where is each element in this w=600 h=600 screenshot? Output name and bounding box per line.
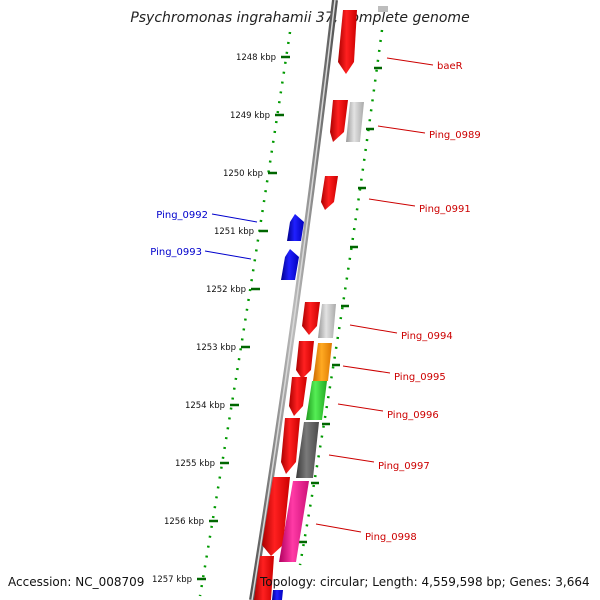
- gene-label[interactable]: Ping_0997: [378, 461, 430, 472]
- label-leader-line: [368, 198, 416, 207]
- gene-prev-stub: [378, 6, 388, 12]
- gene-label[interactable]: Ping_0993: [150, 247, 202, 258]
- gene-Ping_0989-b[interactable]: [346, 102, 364, 142]
- genome-backbone-highlight: [251, 0, 336, 600]
- gene-features: [254, 6, 388, 600]
- kbp-tick-label: 1255 kbp: [175, 459, 215, 469]
- gene-Ping_0996-b[interactable]: [306, 381, 327, 420]
- gene-Ping_0998-a[interactable]: [262, 477, 290, 556]
- gene-labels: baeR Ping_0989 Ping_0991 Ping_0994 Ping_0995…: [150, 57, 481, 543]
- gene-Ping_0994-b[interactable]: [318, 304, 336, 338]
- page-title: Psychromonas ingrahamii 37, complete gen…: [130, 10, 470, 26]
- kbp-tick-label: 1248 kbp: [236, 53, 276, 63]
- label-leader-line: [342, 365, 391, 374]
- gene-Ping_0994-a[interactable]: [302, 302, 320, 335]
- gene-Ping_0995-b[interactable]: [313, 343, 332, 381]
- gene-Ping_0997-b[interactable]: [296, 422, 319, 478]
- kbp-tick-label: 1256 kbp: [164, 517, 204, 527]
- kbp-scale: 1248 kbp 1249 kbp 1250 kbp 1251 kbp 1252 kbp…: [152, 53, 382, 585]
- gene-baeR[interactable]: [338, 10, 357, 74]
- gene-next-a[interactable]: [254, 556, 274, 600]
- accession-text: Accession: NC_008709: [8, 575, 145, 589]
- kbp-tick-label: 1252 kbp: [206, 285, 246, 295]
- gene-label[interactable]: Ping_0989: [429, 130, 481, 141]
- topology-text: Topology: circular; Length: 4,559,598 bp…: [260, 575, 590, 589]
- gene-Ping_0997-a[interactable]: [281, 418, 300, 474]
- gene-label[interactable]: Ping_0996: [387, 410, 439, 421]
- kbp-tick-label: 1250 kbp: [223, 169, 263, 179]
- label-leader-line: [377, 125, 426, 134]
- label-leader-line: [315, 523, 362, 533]
- label-leader-line: [349, 324, 398, 334]
- label-leader-line: [386, 57, 434, 66]
- gene-label[interactable]: Ping_0992: [156, 210, 208, 221]
- kbp-tick-label: 1253 kbp: [196, 343, 236, 353]
- kbp-tick-label: 1254 kbp: [185, 401, 225, 411]
- label-leader-line: [337, 403, 384, 412]
- label-leader-line: [328, 454, 375, 463]
- label-leader-line: [211, 213, 258, 223]
- gene-label[interactable]: Ping_0998: [365, 532, 417, 543]
- gene-Ping_0992[interactable]: [287, 214, 304, 241]
- gene-Ping_0998-b[interactable]: [279, 481, 309, 562]
- gene-Ping_0996-a[interactable]: [289, 377, 307, 416]
- gene-Ping_0991[interactable]: [321, 176, 338, 210]
- label-leader-line: [204, 250, 252, 260]
- gene-label[interactable]: Ping_0994: [401, 331, 453, 342]
- kbp-tick-label: 1257 kbp: [152, 575, 192, 585]
- gene-label[interactable]: Ping_0991: [419, 204, 471, 215]
- gene-Ping_0993[interactable]: [281, 249, 299, 280]
- gene-Ping_0989-a[interactable]: [330, 100, 348, 142]
- gene-next-b[interactable]: [272, 590, 283, 600]
- kbp-tick-label: 1249 kbp: [230, 111, 270, 121]
- kbp-tick-label: 1251 kbp: [214, 227, 254, 237]
- gene-Ping_0995-a[interactable]: [296, 341, 314, 379]
- gene-label[interactable]: Ping_0995: [394, 372, 446, 383]
- gene-label[interactable]: baeR: [437, 61, 463, 72]
